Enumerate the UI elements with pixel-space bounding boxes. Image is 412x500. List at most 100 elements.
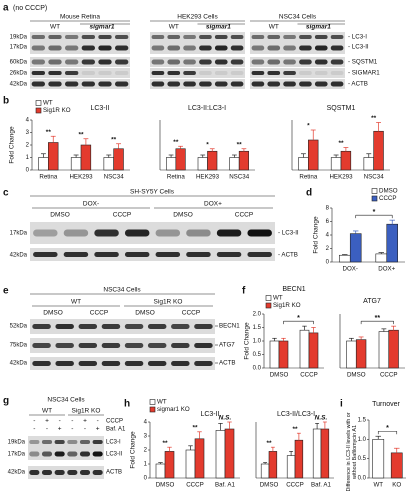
bar — [363, 157, 374, 171]
blot-background — [150, 42, 245, 54]
blot-band — [32, 343, 51, 348]
blot-band — [31, 45, 45, 51]
blot-band — [167, 81, 181, 87]
x-tick-label: CCCP — [300, 372, 318, 379]
blot-band — [29, 470, 40, 475]
chart-title: LC3-II — [200, 411, 219, 418]
error-bar — [289, 451, 294, 456]
blot-band — [115, 71, 129, 75]
blot-band — [283, 45, 296, 51]
sign: - — [33, 418, 35, 425]
significance: ** — [266, 440, 272, 447]
blot-band — [54, 440, 65, 444]
treatment-label: CCCP — [90, 310, 108, 317]
y-tick-label: 1 — [144, 462, 148, 468]
error-bar — [352, 230, 359, 234]
comparison: * — [386, 425, 389, 432]
bar — [260, 463, 270, 479]
y-tick-label: 2 — [26, 143, 30, 149]
blot-band — [314, 71, 328, 75]
genotype: sigmar1 — [306, 24, 331, 31]
error-bar — [50, 135, 56, 143]
blot-band — [124, 229, 150, 237]
bar — [386, 223, 398, 263]
blot-band — [230, 71, 244, 75]
blot-band — [124, 252, 150, 257]
protein-label: - SIGMAR1 — [348, 70, 380, 77]
blot-band — [167, 45, 181, 51]
chart-title: LC3-II — [90, 105, 109, 112]
blot-band — [247, 229, 272, 237]
blot-band — [299, 45, 312, 51]
y-tick-label: 4 — [326, 233, 330, 239]
blot-band — [167, 71, 181, 75]
chart-title: Turnover — [372, 401, 400, 408]
group-label: Sig1R KO — [72, 408, 101, 415]
significance: ** — [78, 131, 84, 138]
genotype: sigmar1 — [90, 24, 115, 31]
error-bar — [322, 421, 327, 429]
error-bar — [391, 325, 397, 331]
error-bar — [270, 446, 275, 452]
legend-swatch — [35, 107, 42, 114]
bar — [372, 439, 385, 479]
blot-background — [250, 79, 345, 89]
blot-band — [124, 361, 144, 366]
section-title: HEK293 Cells — [177, 14, 218, 21]
legend-swatch — [371, 188, 378, 194]
error-bar — [300, 153, 306, 158]
legend-label: WT — [157, 399, 167, 406]
blot-background — [250, 57, 345, 67]
blot-band — [314, 81, 328, 87]
blot-band — [299, 59, 312, 65]
legend-swatch — [149, 406, 156, 413]
chart-title: LC3-II/LC3-I — [277, 411, 315, 418]
blot-band — [31, 59, 45, 65]
blot-band — [33, 252, 58, 257]
blot-band — [267, 81, 281, 87]
x-tick-label: NSC34 — [104, 174, 125, 181]
blot-band — [115, 35, 129, 39]
x-tick-label: DOX+ — [378, 266, 395, 273]
blot-band — [283, 71, 296, 75]
blot-band — [41, 451, 53, 457]
y-tick-label: 2 — [326, 246, 330, 252]
group-label: WT — [42, 408, 52, 415]
blot-background — [150, 68, 245, 78]
blot-band — [147, 361, 167, 366]
blot-band — [330, 35, 344, 39]
blot-background — [250, 68, 345, 78]
x-tick-label: Retina — [299, 174, 317, 181]
x-tick-label: CCCP — [186, 482, 204, 489]
blot-background — [150, 79, 245, 89]
panel-label: g — [3, 396, 9, 407]
error-bar — [375, 435, 382, 440]
comparison: * — [373, 209, 376, 216]
legend-swatch — [149, 399, 156, 405]
y-tick-label: 0 — [144, 476, 148, 482]
bar — [207, 150, 218, 171]
legend-label: CCCP — [379, 195, 397, 202]
blot-band — [32, 324, 51, 329]
blot-band — [230, 59, 244, 65]
protein-label: ACTB — [219, 360, 236, 367]
blot-band — [55, 343, 74, 348]
y-axis-label: Fold Change — [130, 431, 137, 469]
blot-band — [48, 35, 62, 39]
bar — [215, 430, 226, 479]
panel-label: d — [306, 188, 312, 199]
error-bar — [358, 336, 364, 340]
blot-band — [31, 35, 45, 39]
bar — [278, 340, 289, 369]
blot-band — [67, 451, 78, 457]
blot-band — [92, 440, 103, 444]
bar — [166, 157, 177, 171]
y-tick-label: 1.5 — [253, 325, 262, 331]
chart-title: BECN1 — [282, 286, 305, 293]
y-tick-label: 3 — [144, 434, 148, 440]
legend-swatch — [371, 195, 378, 202]
bar — [175, 148, 186, 171]
x-tick-label: HEK293 — [329, 174, 353, 181]
y-tick-label: 4 — [144, 420, 148, 426]
error-bar — [168, 154, 174, 158]
